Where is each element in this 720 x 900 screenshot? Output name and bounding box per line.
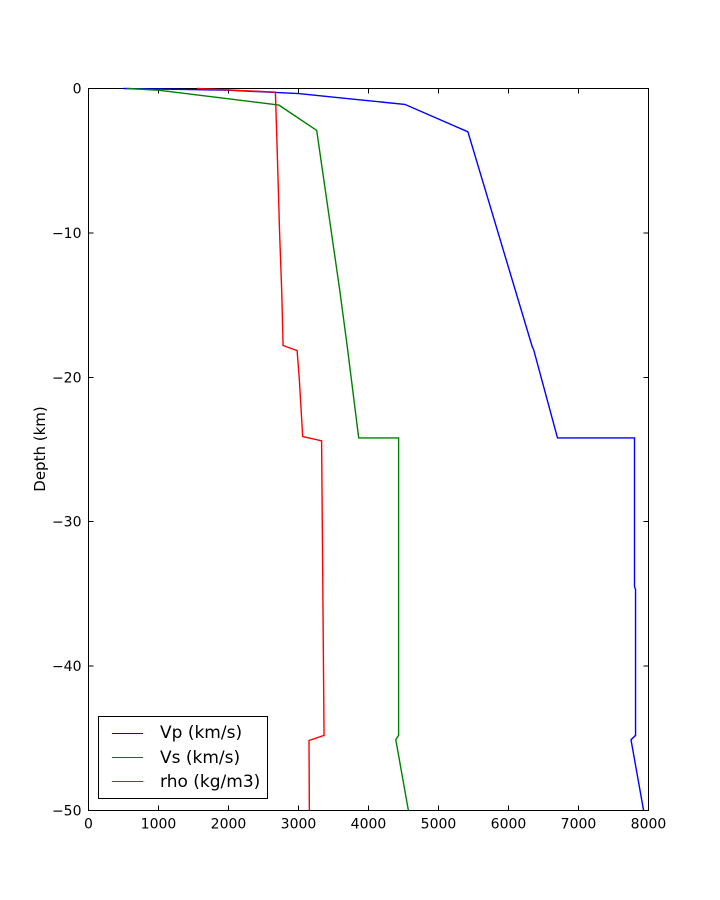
series-line-vs-km-s [126,87,410,811]
x-tick-label: 8000 [631,817,667,833]
x-tick-label: 6000 [491,817,527,833]
x-tick-label: 4000 [351,817,387,833]
legend: Vp (km/s) Vs (km/s) rho (kg/m3) [98,716,268,799]
y-tick-label: −30 [52,515,82,531]
series-line-vp-km-s [123,87,645,811]
plot-frame [88,88,649,811]
x-tick-label: 1000 [141,817,177,833]
legend-item: Vs (km/s) [99,748,267,768]
y-tick-label: 0 [73,82,82,98]
y-tick-label: −50 [52,804,82,820]
series-line-rho-kg-m3 [196,87,325,811]
y-tick-label: −40 [52,659,82,675]
plot-area [88,88,649,811]
legend-item-label: Vs (km/s) [160,747,241,768]
legend-item: rho (kg/m3) [99,772,267,792]
legend-line-sample [112,757,143,758]
legend-item: Vp (km/s) [99,723,267,743]
x-tick-label: 7000 [561,817,597,833]
y-tick-label: −20 [52,370,82,386]
x-tick-label: 3000 [281,817,317,833]
y-axis-title: Depth (km) [31,406,49,492]
axis-ticks [88,88,649,811]
x-tick-label: 2000 [211,817,247,833]
legend-item-label: Vp (km/s) [160,723,243,744]
data-series [123,87,645,811]
axis-tick-labels: 0 1000 2000 3000 4000 5000 6000 7000 8000 0 −10 −20… [52,82,666,833]
x-tick-label: 5000 [421,817,457,833]
x-tick-label: 0 [84,817,93,833]
legend-line-sample [112,781,143,783]
legend-line-sample [112,732,143,734]
y-tick-label: −10 [52,226,82,242]
legend-item-label: rho (kg/m3) [160,771,261,792]
